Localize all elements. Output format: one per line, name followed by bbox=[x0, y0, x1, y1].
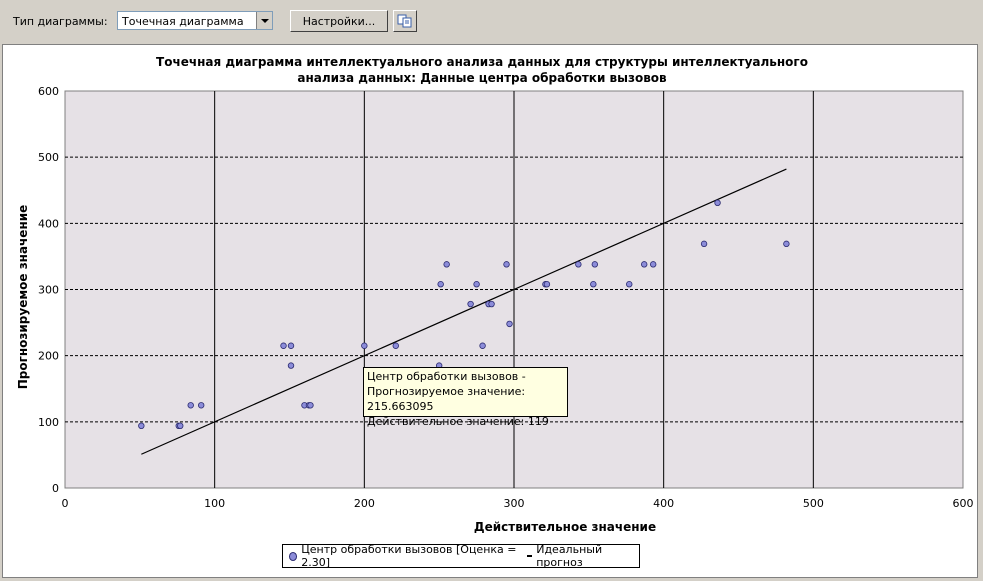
scatter-point[interactable] bbox=[590, 281, 597, 288]
x-tick-label: 400 bbox=[653, 497, 674, 510]
y-tick-label: 600 bbox=[38, 85, 59, 98]
scatter-point[interactable] bbox=[361, 342, 368, 349]
copy-icon bbox=[397, 14, 412, 28]
x-axis-label: Действительное значение bbox=[474, 520, 656, 534]
ideal-prediction-line bbox=[141, 168, 787, 455]
scatter-point[interactable] bbox=[287, 342, 295, 349]
tooltip-line-1: Центр обработки вызовов - bbox=[367, 370, 526, 383]
scatter-point[interactable] bbox=[392, 342, 399, 349]
scatter-point[interactable] bbox=[479, 342, 486, 349]
scatter-point[interactable] bbox=[197, 402, 205, 409]
y-tick-label: 200 bbox=[38, 350, 59, 363]
scatter-point[interactable] bbox=[437, 281, 444, 288]
scatter-point[interactable] bbox=[473, 281, 480, 288]
y-tick-label: 500 bbox=[38, 151, 59, 164]
toolbar: Тип диаграммы: Точечная диаграмма Настро… bbox=[0, 0, 983, 42]
settings-button[interactable]: Настройки... bbox=[290, 10, 388, 32]
scatter-point[interactable] bbox=[543, 281, 551, 288]
legend-series-label: Центр обработки вызовов [Оценка = 2.30] bbox=[301, 543, 517, 569]
tooltip: Центр обработки вызовов - Прогнозируемое… bbox=[363, 367, 568, 428]
tooltip-line-2: Прогнозируемое значение: 215.663095 bbox=[367, 385, 526, 413]
copy-button[interactable] bbox=[393, 10, 417, 32]
tick-labels: 0 100 200 300 400 500 600 0 100 200 300 400 500 600 bbox=[38, 85, 974, 510]
legend: Центр обработки вызовов [Оценка = 2.30] … bbox=[282, 543, 640, 569]
chart-title-line-2: анализа данных: Данные центра обработки … bbox=[297, 71, 667, 85]
scatter-point[interactable] bbox=[700, 240, 708, 248]
scatter-point[interactable] bbox=[626, 281, 633, 288]
scatter-point[interactable] bbox=[503, 261, 510, 268]
x-tick-label: 200 bbox=[354, 497, 375, 510]
legend-ideal-label: Идеальный прогноз bbox=[536, 543, 603, 569]
scatter-point[interactable] bbox=[649, 261, 657, 268]
chart-title-line-1: Точечная диаграмма интеллектуального ана… bbox=[156, 55, 808, 69]
scatter-point[interactable] bbox=[488, 300, 495, 308]
scatter-point[interactable] bbox=[187, 402, 194, 409]
y-tick-label: 0 bbox=[52, 482, 59, 495]
scatter-point[interactable] bbox=[506, 320, 513, 328]
scatter-point[interactable] bbox=[783, 240, 790, 248]
chart-type-select[interactable]: Точечная диаграмма bbox=[117, 11, 273, 30]
scatter-point[interactable] bbox=[575, 261, 582, 268]
scatter-point[interactable] bbox=[641, 261, 648, 268]
x-tick-label: 500 bbox=[803, 497, 824, 510]
scatter-point[interactable] bbox=[307, 402, 314, 409]
y-axis-label: Прогнозируемое значение bbox=[16, 205, 30, 390]
chart-type-label: Тип диаграммы: bbox=[13, 15, 108, 28]
legend-series-marker bbox=[289, 551, 298, 561]
scatter-point[interactable] bbox=[467, 300, 474, 308]
data-points bbox=[138, 199, 790, 430]
x-tick-label: 0 bbox=[62, 497, 69, 510]
scatter-point[interactable] bbox=[591, 261, 599, 268]
x-tick-label: 100 bbox=[204, 497, 225, 510]
scatter-point[interactable] bbox=[714, 199, 721, 207]
scatter-point[interactable] bbox=[177, 422, 184, 430]
y-tick-label: 300 bbox=[38, 284, 59, 297]
y-tick-label: 100 bbox=[38, 416, 59, 429]
legend-ideal-marker bbox=[526, 555, 533, 557]
chart-type-value: Точечная диаграмма bbox=[122, 15, 244, 28]
x-tick-label: 600 bbox=[953, 497, 974, 510]
scatter-point[interactable] bbox=[287, 362, 295, 369]
scatter-point[interactable] bbox=[443, 261, 450, 268]
y-tick-label: 400 bbox=[38, 217, 59, 230]
scatter-point[interactable] bbox=[280, 342, 287, 349]
tooltip-line-3: Действительное значение: 119 bbox=[367, 415, 549, 428]
x-tick-label: 300 bbox=[504, 497, 525, 510]
chevron-down-icon[interactable] bbox=[256, 12, 272, 29]
scatter-point[interactable] bbox=[138, 422, 145, 430]
